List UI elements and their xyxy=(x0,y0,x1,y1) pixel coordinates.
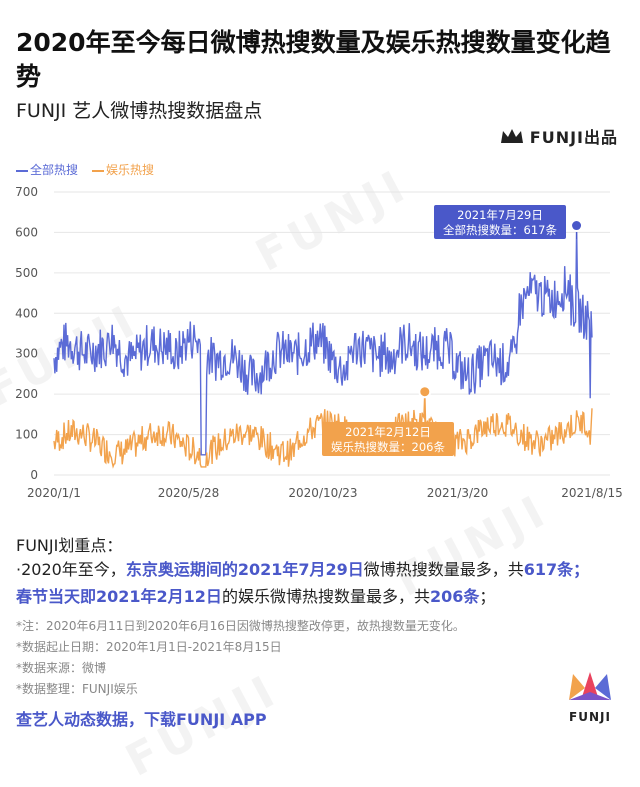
peak-all-date: 2021年7月29日 xyxy=(457,208,543,222)
notes-text: ； xyxy=(479,587,496,606)
series-line-all xyxy=(53,225,593,456)
notes-line-2: 春节当天即2021年2月12日的娱乐微博热搜数量最多，共206条； xyxy=(16,583,626,610)
footnote: *数据起止日期：2020年1月1日-2021年8月15日 xyxy=(16,640,282,654)
peak-ent-point xyxy=(418,385,432,399)
x-tick-label: 2020/1/1 xyxy=(27,486,81,500)
notes-number: 206条 xyxy=(429,587,480,606)
y-tick-label: 400 xyxy=(15,306,38,320)
legend-label-ent: 娱乐热搜 xyxy=(106,163,155,177)
notes-line-1: ·2020年至今，东京奥运期间的2021年7月29日微博热搜数量最多，共617条… xyxy=(16,556,626,583)
brand-mark: FUNJI出品 xyxy=(500,124,618,148)
logo-label: FUNJI xyxy=(569,710,611,724)
notes-text: 微博热搜数量最多，共 xyxy=(363,560,524,579)
notes-heading: FUNJI划重点： xyxy=(16,536,123,555)
chart-legend: 全部热搜 娱乐热搜 xyxy=(16,161,154,178)
y-tick-label: 300 xyxy=(15,347,38,361)
y-tick-label: 0 xyxy=(30,468,38,482)
x-tick-label: 2020/10/23 xyxy=(288,486,357,500)
download-app-link[interactable]: 查艺人动态数据，下载FUNJI APP xyxy=(16,710,267,729)
key-notes: FUNJI划重点： ·2020年至今，东京奥运期间的2021年7月29日微博热搜… xyxy=(16,532,626,700)
notes-highlight: 春节当天即2021年2月12日 xyxy=(16,587,222,606)
notes-text: 的娱乐微博热搜数量最多，共 xyxy=(221,587,430,606)
brand-label: FUNJI出品 xyxy=(529,128,618,147)
peak-all-box xyxy=(434,205,566,239)
y-tick-label: 500 xyxy=(15,266,38,280)
peak-ent-date: 2021年2月12日 xyxy=(345,425,431,439)
footnote: *注：2020年6月11日到2020年6月16日因微博热搜整改停更，故热搜数量无… xyxy=(16,619,465,633)
peak-ent-box xyxy=(322,422,454,456)
notes-number: 617条； xyxy=(523,560,590,579)
crown-logo-icon xyxy=(569,672,611,700)
legend-item-ent: 娱乐热搜 xyxy=(92,161,154,178)
y-tick-label: 700 xyxy=(15,185,38,199)
x-tick-label: 2020/5/28 xyxy=(158,486,220,500)
page-title: 2020年至今每日微博热搜数量及娱乐热搜数量变化趋势 xyxy=(16,28,611,91)
notes-text: ·2020年至今， xyxy=(16,560,126,579)
y-tick-label: 600 xyxy=(15,225,38,239)
y-tick-label: 200 xyxy=(15,387,38,401)
crown-icon xyxy=(500,129,523,143)
footnote: *数据整理：FUNJI娱乐 xyxy=(16,682,138,696)
peak-ent-value: 娱乐热搜数量：206条 xyxy=(331,440,445,454)
page-subtitle: FUNJI 艺人微博热搜数据盘点 xyxy=(16,100,263,122)
legend-label-all: 全部热搜 xyxy=(30,163,79,177)
peak-all-point xyxy=(570,219,584,233)
x-tick-label: 2021/3/20 xyxy=(427,486,489,500)
y-tick-label: 100 xyxy=(15,428,38,442)
funji-logo: FUNJI xyxy=(564,670,616,724)
notes-highlight: 东京奥运期间的2021年7月29日 xyxy=(125,560,364,579)
legend-item-all: 全部热搜 xyxy=(16,161,78,178)
peak-all-value: 全部热搜数量：617条 xyxy=(443,223,557,237)
x-tick-label: 2021/8/15 xyxy=(561,486,623,500)
line-chart: 0 100 200 300 400 500 600 700 2020/1/1 2020/5/28… xyxy=(15,185,623,500)
footnote: *数据来源：微博 xyxy=(16,661,107,675)
